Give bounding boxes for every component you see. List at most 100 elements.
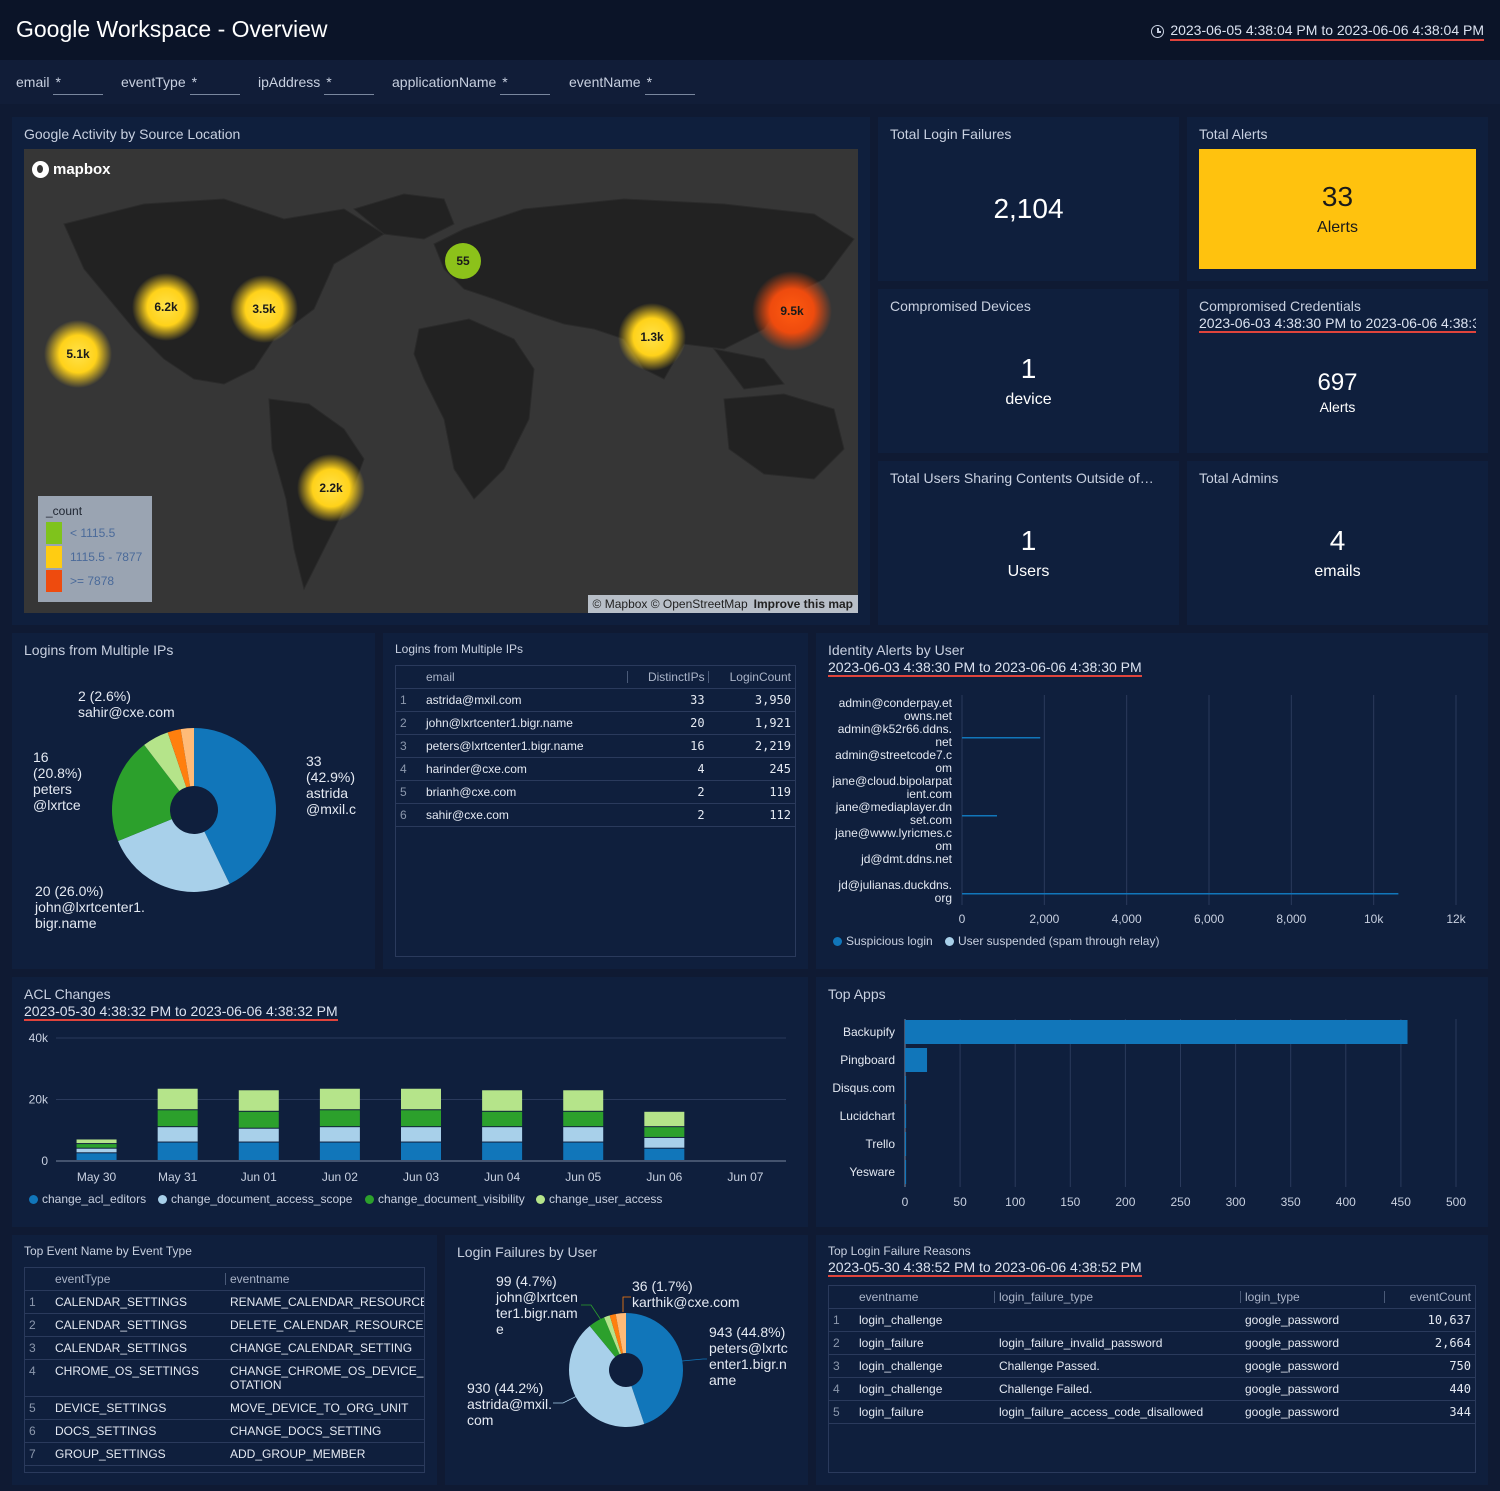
- bar-segment[interactable]: [319, 1110, 360, 1127]
- column-header[interactable]: login_failure_type: [995, 1286, 1241, 1308]
- bar-segment[interactable]: [157, 1127, 198, 1142]
- table-row[interactable]: 5 brianh@cxe.com 2 119: [396, 779, 795, 803]
- panel-time-range[interactable]: 2023-05-30 4:38:52 PM to 2023-06-06 4:38…: [828, 1259, 1142, 1277]
- bar[interactable]: [962, 737, 1041, 739]
- table-row[interactable]: 3 login_challenge Challenge Passed. google_…: [829, 1353, 1475, 1377]
- bar[interactable]: [962, 893, 1399, 895]
- panel-time-range[interactable]: 2023-06-03 4:38:30 PM to 2023-06-06 4:38…: [828, 659, 1142, 677]
- column-header[interactable]: eventCount: [1385, 1286, 1475, 1308]
- filter-email[interactable]: email *: [16, 74, 104, 95]
- bar-segment[interactable]: [238, 1111, 279, 1128]
- bar-segment[interactable]: [238, 1142, 279, 1160]
- bar-segment[interactable]: [76, 1153, 117, 1160]
- column-header[interactable]: eventType: [51, 1268, 226, 1290]
- legend-item[interactable]: change_user_access: [536, 1192, 662, 1206]
- bar-segment[interactable]: [157, 1142, 198, 1160]
- cluster-marker[interactable]: 5.1k: [44, 320, 112, 388]
- bar-segment[interactable]: [76, 1139, 117, 1144]
- table-row[interactable]: 4 harinder@cxe.com 4 245: [396, 756, 795, 780]
- bar[interactable]: [905, 1160, 907, 1184]
- bar-segment[interactable]: [401, 1110, 441, 1127]
- filter-value[interactable]: *: [189, 74, 240, 95]
- pie-slice[interactable]: [144, 732, 187, 791]
- filter-value[interactable]: *: [324, 74, 375, 95]
- table-row[interactable]: 4 login_challenge Challenge Failed. google_…: [829, 1376, 1475, 1400]
- filter-value[interactable]: *: [53, 74, 104, 95]
- bar-segment[interactable]: [563, 1142, 604, 1160]
- filter-value[interactable]: *: [644, 74, 695, 95]
- bar-segment[interactable]: [644, 1127, 685, 1137]
- pie-slice[interactable]: [118, 819, 230, 892]
- bar-segment[interactable]: [482, 1111, 523, 1127]
- bar-segment[interactable]: [482, 1090, 523, 1111]
- table-row[interactable]: 6 DOCS_SETTINGS CHANGE_DOCS_SETTING: [25, 1418, 424, 1442]
- cluster-marker[interactable]: 55: [445, 243, 481, 279]
- bar-segment[interactable]: [238, 1128, 279, 1142]
- bar-segment[interactable]: [644, 1137, 685, 1148]
- table-row[interactable]: 6 sahir@cxe.com 2 112: [396, 802, 795, 826]
- table-row[interactable]: 2 john@lxrtcenter1.bigr.name 20 1,921: [396, 710, 795, 734]
- pie-slice[interactable]: [604, 1315, 622, 1355]
- legend-item[interactable]: change_document_access_scope: [158, 1192, 352, 1206]
- pie-slice[interactable]: [589, 1317, 620, 1357]
- bar-segment[interactable]: [644, 1111, 685, 1127]
- table-row[interactable]: 1 CALENDAR_SETTINGS RENAME_CALENDAR_RESOUR…: [25, 1289, 424, 1313]
- bar-segment[interactable]: [157, 1088, 198, 1110]
- bar-segment[interactable]: [563, 1090, 604, 1111]
- column-header[interactable]: login_type: [1241, 1286, 1385, 1308]
- column-header[interactable]: email: [422, 666, 629, 688]
- table-row[interactable]: 1 login_challenge google_password 10,637: [829, 1307, 1475, 1331]
- bar[interactable]: [905, 1020, 1408, 1044]
- column-header[interactable]: eventname: [226, 1268, 424, 1290]
- attribution-text[interactable]: © Mapbox © OpenStreetMap: [592, 597, 748, 611]
- pie-slice[interactable]: [180, 728, 194, 787]
- time-range-picker[interactable]: 2023-06-05 4:38:04 PM to 2023-06-06 4:38…: [1151, 22, 1484, 41]
- filter-applicationname[interactable]: applicationName *: [392, 74, 551, 95]
- bar-segment[interactable]: [238, 1090, 279, 1111]
- bar-segment[interactable]: [76, 1148, 117, 1153]
- bar[interactable]: [905, 1132, 907, 1156]
- pie-slice[interactable]: [194, 728, 276, 884]
- pie-slice[interactable]: [569, 1326, 645, 1427]
- bar-segment[interactable]: [76, 1144, 117, 1148]
- bar-segment[interactable]: [563, 1127, 604, 1142]
- column-header[interactable]: DistinctIPs: [628, 666, 709, 688]
- legend-item[interactable]: Suspicious login: [833, 934, 933, 948]
- column-header[interactable]: LoginCount: [708, 666, 795, 688]
- cluster-marker[interactable]: 9.5k: [752, 271, 832, 351]
- table-row[interactable]: 2 CALENDAR_SETTINGS DELETE_CALENDAR_RESOUR…: [25, 1312, 424, 1336]
- pie-slice[interactable]: [111, 744, 180, 841]
- pie-slice[interactable]: [609, 1313, 623, 1354]
- filter-value[interactable]: *: [500, 74, 551, 95]
- bar-segment[interactable]: [563, 1111, 604, 1127]
- table-row[interactable]: 7 GROUP_SETTINGS ADD_GROUP_MEMBER: [25, 1441, 424, 1465]
- table-row[interactable]: 1 astrida@mxil.com 33 3,950: [396, 687, 795, 711]
- table-row[interactable]: 5 login_failure login_failure_access_code_…: [829, 1399, 1475, 1423]
- legend-item[interactable]: change_document_visibility: [365, 1192, 525, 1206]
- bar[interactable]: [962, 815, 997, 817]
- bar-segment[interactable]: [482, 1127, 523, 1142]
- filter-eventtype[interactable]: eventType *: [121, 74, 240, 95]
- panel-time-range[interactable]: 2023-06-03 4:38:30 PM to 2023-06-06 4:38…: [1199, 315, 1476, 333]
- bar-segment[interactable]: [644, 1148, 685, 1160]
- bar-segment[interactable]: [401, 1127, 441, 1142]
- bar-segment[interactable]: [401, 1088, 441, 1110]
- bar[interactable]: [905, 1104, 907, 1128]
- cluster-marker[interactable]: 1.3k: [618, 303, 686, 371]
- bar-segment[interactable]: [157, 1110, 198, 1127]
- bar-segment[interactable]: [401, 1142, 441, 1160]
- pie-slice[interactable]: [615, 1313, 626, 1354]
- table-row[interactable]: 3 CALENDAR_SETTINGS CHANGE_CALENDAR_SETTIN…: [25, 1335, 424, 1359]
- cluster-marker[interactable]: 2.2k: [297, 454, 365, 522]
- cluster-marker[interactable]: 6.2k: [132, 273, 200, 341]
- cluster-marker[interactable]: 3.5k: [230, 275, 298, 343]
- table-row[interactable]: 2 login_failure login_failure_invalid_pass…: [829, 1330, 1475, 1354]
- bar[interactable]: [905, 1048, 928, 1072]
- legend-item[interactable]: User suspended (spam through relay): [945, 934, 1159, 948]
- legend-item[interactable]: change_acl_editors: [29, 1192, 146, 1206]
- bar[interactable]: [905, 1076, 907, 1100]
- table-row[interactable]: 4 CHROME_OS_SETTINGS CHANGE_CHROME_OS_DEVI…: [25, 1358, 424, 1396]
- time-range-text[interactable]: 2023-06-05 4:38:04 PM to 2023-06-06 4:38…: [1170, 22, 1484, 41]
- panel-time-range[interactable]: 2023-05-30 4:38:32 PM to 2023-06-06 4:38…: [24, 1003, 338, 1021]
- pie-slice[interactable]: [626, 1313, 683, 1425]
